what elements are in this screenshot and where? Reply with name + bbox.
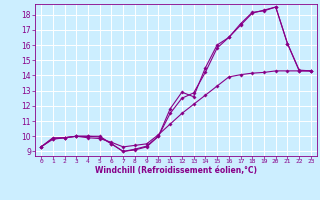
X-axis label: Windchill (Refroidissement éolien,°C): Windchill (Refroidissement éolien,°C) — [95, 166, 257, 175]
